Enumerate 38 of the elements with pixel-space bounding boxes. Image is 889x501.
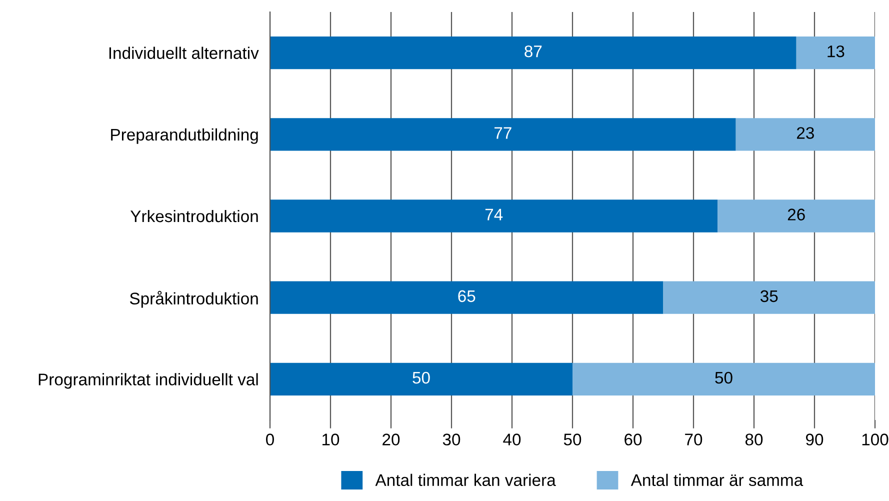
x-tick-label: 60 [624,434,642,446]
data-label: 26 [788,208,805,220]
x-tick-label: 50 [564,434,582,446]
data-label: 13 [828,45,844,58]
y-tick-label: Preparandutbildning [111,128,258,144]
bar [572,362,875,396]
x-tick-label: 40 [503,434,521,446]
bar [663,281,875,314]
bar [270,362,572,396]
data-label: 65 [458,290,476,302]
data-label: 50 [412,372,430,384]
x-tick-label: 30 [442,434,460,446]
x-tick-label: 90 [806,434,824,446]
y-tick-label: Programinriktat individuellt val [38,373,258,389]
x-tick-label: 0 [266,434,274,446]
data-label: 74 [485,208,503,220]
bar [718,200,875,232]
data-label: 87 [524,45,542,58]
data-label: 23 [796,127,814,139]
bar [736,118,875,151]
bar [270,200,718,232]
y-tick-label: Yrkesintroduktion [130,210,258,222]
x-tick-label: 80 [745,434,763,446]
y-tick-label: Individuellt alternativ [109,46,259,60]
bar [270,118,736,151]
legend-label: Antal timmar är samma [630,474,804,486]
bar [270,281,664,314]
x-tick-label: 100 [862,434,888,446]
data-label: 77 [494,127,512,139]
x-tick-label: 10 [322,434,340,446]
y-tick-label: Språkintroduktion [130,290,258,308]
x-tick-label: 20 [382,434,400,446]
legend-label: Antal timmar kan variera [375,474,556,486]
bar [796,36,875,70]
x-tick-label: 70 [685,434,702,446]
data-label: 35 [760,290,778,302]
data-label: 50 [715,372,732,384]
bar [270,36,796,70]
